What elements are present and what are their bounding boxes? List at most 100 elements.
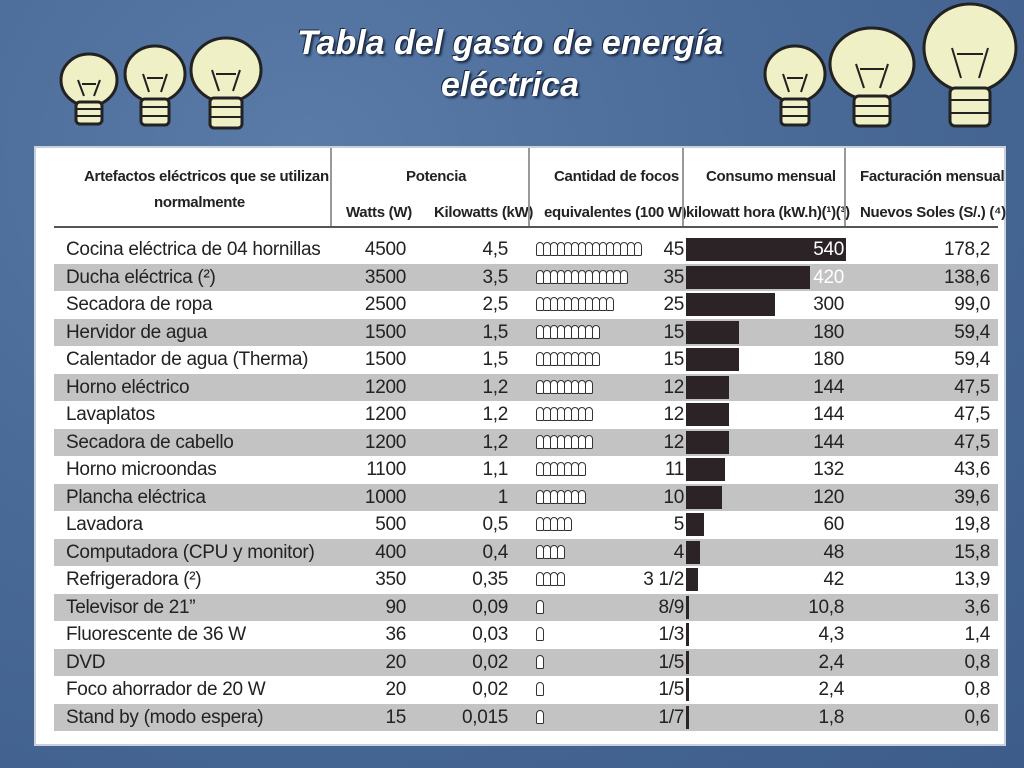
consumption-bar <box>686 320 740 344</box>
row-kilowatts: 0,5 <box>482 514 508 535</box>
bulb-icon <box>585 434 593 449</box>
row-focos: 1/5 <box>658 679 684 700</box>
bulb-icon <box>585 407 593 421</box>
title-line-2: eléctrica <box>441 66 579 104</box>
bulb-icon <box>585 379 593 394</box>
row-bill: 3,6 <box>964 596 990 618</box>
row-name: Refrigeradora (²) <box>66 569 202 590</box>
table-body: Cocina eléctrica de 04 hornillas 4500 4,5 4… <box>54 236 998 731</box>
table-row: Stand by (modo espera) 15 0,015 1/7 1,8 0,6 <box>54 703 998 731</box>
row-kwh: 144 <box>813 404 844 425</box>
column-divider <box>528 148 530 228</box>
consumption-bar <box>686 375 729 399</box>
bulb-icon <box>634 242 642 256</box>
row-kwh: 60 <box>823 514 844 535</box>
lightbulb-icon <box>828 26 916 128</box>
consumption-bar <box>686 595 690 619</box>
row-bill: 13,9 <box>954 569 990 590</box>
consumption-bar <box>686 293 775 316</box>
bulb-icons <box>536 489 586 506</box>
bulb-icons <box>536 297 614 313</box>
row-kwh: 4,3 <box>818 624 844 645</box>
row-name: DVD <box>66 651 106 673</box>
row-kilowatts: 1,5 <box>482 349 508 370</box>
table-row: DVD 20 0,02 1/5 2,4 0,8 <box>54 648 998 676</box>
row-watts: 20 <box>385 679 406 700</box>
column-divider <box>844 148 846 228</box>
table-row: Lavadora 500 0,5 5 60 19,8 <box>54 511 998 539</box>
consumption-bar <box>686 513 704 536</box>
row-kilowatts: 1,1 <box>482 459 508 480</box>
row-name: Secadora de ropa <box>66 294 213 315</box>
header-potencia: Potencia <box>406 168 467 185</box>
row-kilowatts: 0,4 <box>482 541 508 563</box>
row-focos: 25 <box>663 294 684 315</box>
bulb-icons <box>536 462 586 478</box>
bulb-icons <box>536 572 565 588</box>
column-divider <box>330 148 332 228</box>
bulb-icons <box>536 682 544 698</box>
row-bill: 0,6 <box>964 706 990 728</box>
energy-table: Artefactos eléctricos que se utilizan no… <box>36 148 1006 744</box>
row-focos: 4 <box>673 541 685 563</box>
row-bill: 1,4 <box>964 624 990 645</box>
table-row: Refrigeradora (²) 350 0,35 3 1/2 42 13,9 <box>54 566 998 594</box>
row-kilowatts: 0,03 <box>472 624 508 645</box>
bulb-icons <box>536 517 572 533</box>
row-kwh: 2,4 <box>818 679 844 700</box>
row-focos: 12 <box>663 376 684 398</box>
row-kilowatts: 2,5 <box>482 294 508 315</box>
consumption-bar <box>686 705 689 729</box>
row-name: Lavadora <box>66 514 143 535</box>
row-kwh: 300 <box>813 294 844 315</box>
row-watts: 1500 <box>364 349 406 370</box>
header-facturacion: Facturación mensual <box>860 168 1005 185</box>
row-name: Horno eléctrico <box>66 376 190 398</box>
header-rule <box>54 226 998 228</box>
row-name: Calentador de agua (Therma) <box>66 349 309 370</box>
row-watts: 2500 <box>364 294 406 315</box>
row-kilowatts: 1,2 <box>482 404 508 425</box>
table-row: Plancha eléctrica 1000 1 10 120 39,6 <box>54 483 998 511</box>
row-kwh: 2,4 <box>818 651 844 673</box>
row-bill: 59,4 <box>954 349 990 370</box>
row-kwh: 144 <box>813 431 844 453</box>
table-row: Televisor de 21” 90 0,09 8/9 10,8 3,6 <box>54 593 998 621</box>
row-watts: 15 <box>385 706 406 728</box>
table-row: Foco ahorrador de 20 W 20 0,02 1/5 2,4 0,8 <box>54 676 998 704</box>
row-bill: 0,8 <box>964 679 990 700</box>
row-name: Secadora de cabello <box>66 431 234 453</box>
consumption-bar <box>686 403 729 426</box>
bulb-icon <box>557 572 565 586</box>
table-row: Lavaplatos 1200 1,2 12 144 47,5 <box>54 401 998 429</box>
bulb-icons <box>536 407 593 423</box>
bulb-icon <box>620 269 628 284</box>
row-bill: 47,5 <box>954 404 990 425</box>
consumption-bar <box>686 485 722 509</box>
consumption-bar <box>686 623 689 646</box>
row-focos: 1/7 <box>658 706 684 728</box>
page-title: Tabla del gasto de energía eléctrica <box>260 22 760 106</box>
row-name: Foco ahorrador de 20 W <box>66 679 266 700</box>
row-watts: 36 <box>385 624 406 645</box>
row-name: Lavaplatos <box>66 404 155 425</box>
row-name: Cocina eléctrica de 04 hornillas <box>66 239 321 260</box>
header-consumo: Consumo mensual <box>706 168 836 185</box>
row-watts: 1200 <box>364 431 406 453</box>
header-focos: Cantidad de focos <box>554 168 679 185</box>
row-watts: 400 <box>375 541 406 563</box>
lightbulb-icon <box>123 44 187 127</box>
row-focos: 11 <box>664 459 684 480</box>
bulb-icons <box>536 269 628 286</box>
row-watts: 1000 <box>364 486 406 508</box>
bulb-icons <box>536 434 593 451</box>
table-row: Horno eléctrico 1200 1,2 12 144 47,5 <box>54 373 998 401</box>
consumption-bar <box>686 568 699 591</box>
bulb-icon <box>536 709 544 724</box>
lightbulb-icon <box>189 36 263 130</box>
row-kwh: 420 <box>813 266 844 288</box>
table-row: Secadora de cabello 1200 1,2 12 144 47,5 <box>54 428 998 456</box>
bulb-icon <box>592 352 600 366</box>
row-bill: 47,5 <box>954 431 990 453</box>
title-line-1: Tabla del gasto de energía <box>297 24 723 62</box>
